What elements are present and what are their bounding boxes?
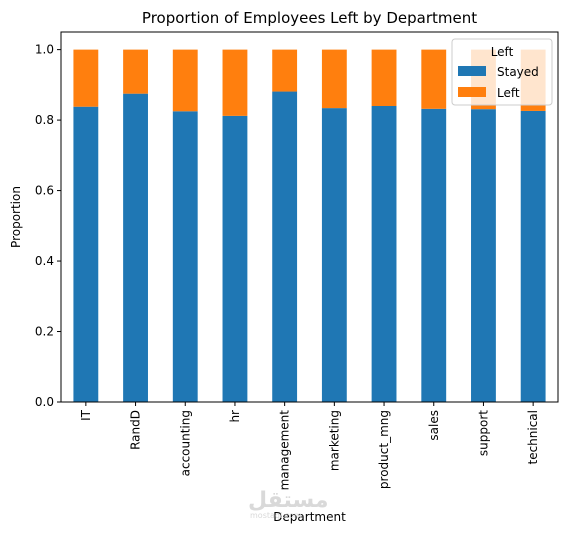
bar-left-it: [73, 49, 99, 107]
chart-title: Proportion of Employees Left by Departme…: [142, 9, 477, 27]
legend-swatch-left: [458, 87, 486, 97]
y-tick-label: 0.2: [35, 325, 54, 339]
watermark-logo: مستقل: [248, 488, 329, 513]
x-axis-label: Department: [273, 510, 346, 524]
bar-stayed-marketing: [321, 108, 347, 402]
x-tick-label: technical: [526, 410, 540, 465]
x-tick-label: RandD: [129, 410, 143, 450]
bar-stayed-sales: [421, 108, 447, 403]
bar-stayed-randd: [123, 93, 148, 403]
bar-left-accounting: [172, 49, 198, 112]
plot-frame: [60, 31, 559, 403]
bar-left-hr: [222, 49, 248, 116]
y-tick-label: 0.8: [35, 113, 54, 127]
x-tick-label: management: [278, 410, 292, 491]
bar-left-product_mng: [371, 49, 397, 106]
x-tick-label: marketing: [327, 410, 341, 471]
legend-label-stayed: Stayed: [497, 65, 539, 79]
bar-left-marketing: [321, 49, 347, 109]
bar-stayed-hr: [222, 115, 248, 402]
y-tick-label: 0.4: [35, 254, 54, 268]
y-tick-label: 1.0: [35, 43, 54, 57]
x-tick-label: sales: [427, 410, 441, 441]
bar-stayed-it: [73, 106, 99, 402]
bar-left-management: [272, 49, 298, 92]
x-tick-label: accounting: [178, 410, 192, 476]
bar-stayed-product_mng: [371, 106, 397, 402]
bar-left-randd: [123, 49, 148, 94]
x-tick-label: hr: [228, 410, 242, 423]
bar-stayed-management: [272, 91, 298, 403]
x-tick-label: IT: [79, 409, 93, 421]
bars-group: [73, 49, 546, 403]
bar-stayed-support: [471, 109, 496, 403]
x-axis: IT RandD accounting hr management marketing pr…: [79, 402, 540, 490]
bar-left-sales: [421, 49, 447, 109]
legend-title: Left: [491, 45, 514, 59]
bar-stayed-technical: [520, 110, 546, 402]
y-axis-label: Proportion: [9, 186, 23, 248]
x-tick-label: support: [476, 410, 490, 456]
watermark-subtext: mostaql.com: [250, 511, 302, 520]
y-tick-label: 0.6: [35, 184, 54, 198]
y-axis: 0.0 0.2 0.4 0.6 0.8 1.0: [35, 43, 61, 409]
legend: Left Stayed Left: [451, 38, 553, 106]
x-tick-label: product_mng: [377, 410, 391, 489]
legend-label-left: Left: [497, 86, 520, 100]
bar-stayed-accounting: [172, 111, 198, 403]
legend-swatch-stayed: [458, 66, 486, 76]
y-tick-label: 0.0: [35, 395, 54, 409]
